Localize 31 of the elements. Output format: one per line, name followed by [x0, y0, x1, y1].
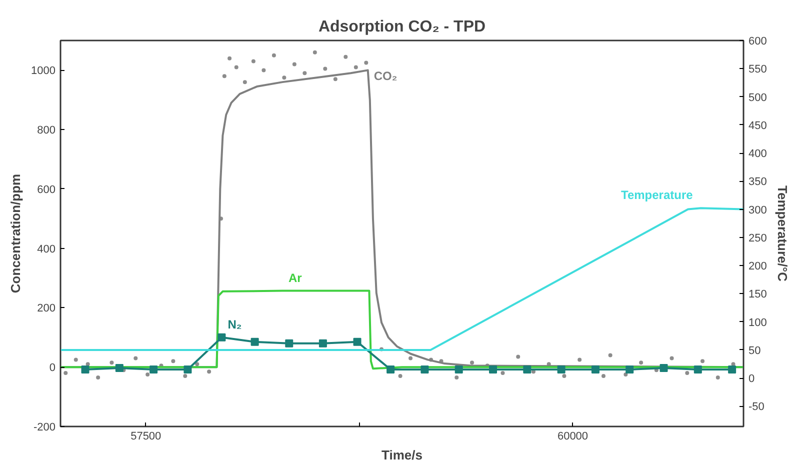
x-axis-title: Time/s [382, 448, 422, 462]
y-tick-label: 1000 [31, 65, 56, 78]
y2-tick-label: 350 [748, 176, 767, 188]
y-tick-label: -200 [33, 422, 56, 434]
y2-tick-label: 0 [748, 373, 755, 386]
y2-tick-label: -50 [748, 401, 764, 414]
y-tick-label: 0 [49, 362, 56, 374]
y2-tick-label: 400 [748, 148, 767, 160]
series-label: N₂ [228, 317, 242, 332]
y2-tick-label: 300 [748, 204, 767, 216]
y2-tick-label: 450 [748, 120, 767, 132]
y2-tick-label: 550 [748, 64, 767, 76]
x-tick-label: 57500 [130, 430, 162, 442]
y2-tick-label: 100 [748, 316, 767, 329]
series-label: Temperature [621, 188, 694, 202]
y-tick-label: 600 [37, 184, 56, 196]
y2-tick-label: 600 [748, 36, 767, 48]
y-tick-label: 400 [37, 243, 56, 256]
chart-title: Adsorption CO₂ - TPD [318, 18, 486, 36]
y2-axis-title: Temperature/°C [774, 186, 790, 282]
y2-tick-label: 200 [748, 260, 767, 273]
series-label: Ar [288, 270, 302, 285]
y-axis-title: Concentration/ppm [8, 174, 24, 294]
y-tick-label: 800 [37, 124, 56, 137]
y2-tick-label: 250 [748, 232, 767, 244]
y2-tick-label: 150 [748, 288, 767, 301]
y2-tick-label: 500 [748, 92, 767, 104]
y2-tick-label: 50 [748, 344, 761, 357]
y-tick-label: 200 [37, 302, 56, 315]
series-label: CO₂ [374, 69, 398, 84]
x-tick-label: 60000 [557, 430, 588, 442]
